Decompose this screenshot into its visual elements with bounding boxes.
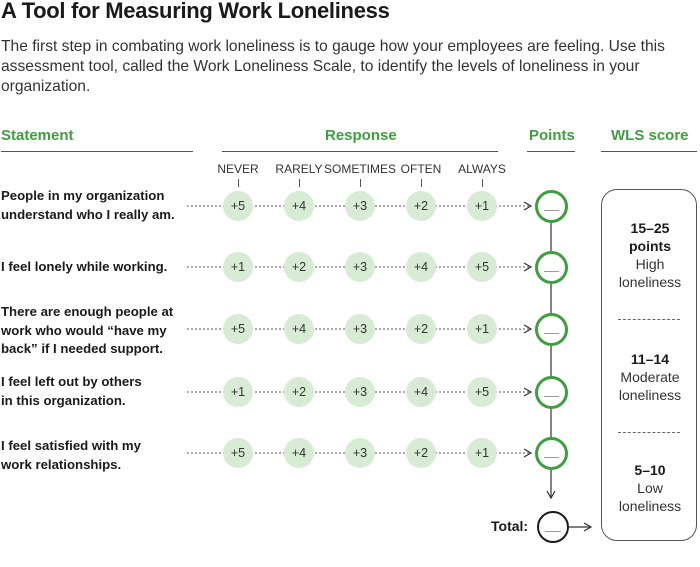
response-label-1: RARELY <box>275 162 323 176</box>
statement-line: There are enough people at <box>1 304 174 319</box>
wls-band-points: 15–25 <box>630 220 670 236</box>
statement-text: I feel left out by others in this organiz… <box>1 373 191 410</box>
points-input-circle[interactable] <box>534 436 568 470</box>
score-option[interactable]: +1 <box>467 314 497 344</box>
score-option[interactable]: +5 <box>467 377 497 407</box>
score-option[interactable]: +2 <box>406 191 436 221</box>
score-option[interactable]: +5 <box>223 191 253 221</box>
score-option[interactable]: +1 <box>467 191 497 221</box>
score-option[interactable]: +2 <box>406 314 436 344</box>
response-label-2: SOMETIMES <box>323 162 396 176</box>
response-tick <box>360 179 361 187</box>
points-input-circle[interactable] <box>534 312 568 346</box>
score-option[interactable]: +3 <box>345 377 375 407</box>
statement-header-rule <box>1 151 193 152</box>
statement-text: I feel satisfied with my work relationshi… <box>1 437 191 474</box>
response-tick <box>482 179 483 187</box>
response-header-rule <box>222 151 498 152</box>
score-option[interactable]: +4 <box>406 252 436 282</box>
statement-line: People in my organization <box>1 188 165 203</box>
wls-band-level: Low <box>637 480 663 496</box>
points-input-circle[interactable] <box>534 250 568 284</box>
score-option[interactable]: +4 <box>406 377 436 407</box>
statement-line: back” if I needed support. <box>1 341 163 356</box>
score-option[interactable]: +4 <box>284 191 314 221</box>
response-label-3: OFTEN <box>400 162 442 176</box>
statement-text: There are enough people at work who would… <box>1 303 191 359</box>
wls-band-level: Moderate <box>620 369 680 385</box>
column-header-statement: Statement <box>1 127 74 144</box>
statement-line: I feel satisfied with my <box>1 438 141 453</box>
total-label: Total: <box>491 518 529 534</box>
statement-text: I feel lonely while working. <box>1 258 191 277</box>
score-option[interactable]: +5 <box>223 438 253 468</box>
points-header-rule <box>527 151 575 152</box>
page-title: A Tool for Measuring Work Loneliness <box>1 0 390 23</box>
wls-band-level: High <box>635 256 665 272</box>
score-option[interactable]: +5 <box>223 314 253 344</box>
wls-band-points: 11–14 <box>630 351 670 367</box>
score-option[interactable]: +3 <box>345 252 375 282</box>
response-tick <box>421 179 422 187</box>
score-option[interactable]: +1 <box>223 252 253 282</box>
wls-band: 5–10 Low loneliness <box>602 461 698 515</box>
statement-line: in this organization. <box>1 392 126 408</box>
wls-band-level: loneliness <box>618 498 682 514</box>
score-option[interactable]: +2 <box>284 252 314 282</box>
score-option[interactable]: +2 <box>406 438 436 468</box>
wls-score-box: 15–25 points High loneliness 11–14 Moderate lo… <box>601 189 697 541</box>
statement-text: People in my organization understand who … <box>1 187 191 224</box>
response-label-0: NEVER <box>217 162 259 176</box>
wls-band-separator <box>618 432 680 433</box>
wls-band-points: points <box>629 238 671 254</box>
score-option[interactable]: +1 <box>223 377 253 407</box>
wls-band-level: loneliness <box>618 387 682 403</box>
score-option[interactable]: +3 <box>345 438 375 468</box>
intro-paragraph: The first step in combating work lonelin… <box>1 38 665 95</box>
statement-line: work who would “have my <box>1 322 167 338</box>
score-option[interactable]: +4 <box>284 438 314 468</box>
score-option[interactable]: +5 <box>467 252 497 282</box>
wls-band-points: 5–10 <box>634 462 666 478</box>
score-option[interactable]: +3 <box>345 191 375 221</box>
points-input-circle[interactable] <box>534 375 568 409</box>
wls-band: 15–25 points High loneliness <box>602 219 698 291</box>
wls-header-rule <box>601 151 697 152</box>
wls-band-level: loneliness <box>618 274 682 290</box>
statement-line: work relationships. <box>1 456 122 472</box>
column-header-response: Response <box>325 127 397 144</box>
wls-band-separator <box>618 319 680 320</box>
response-tick <box>299 179 300 187</box>
total-circle[interactable] <box>537 511 569 543</box>
response-label-4: ALWAYS <box>458 162 506 176</box>
score-option[interactable]: +2 <box>284 377 314 407</box>
response-tick <box>238 179 239 187</box>
points-input-circle[interactable] <box>534 189 568 223</box>
score-option[interactable]: +4 <box>284 314 314 344</box>
statement-line: understand who I really am. <box>1 206 175 222</box>
score-option[interactable]: +3 <box>345 314 375 344</box>
statement-line: I feel left out by others <box>1 374 142 389</box>
wls-band: 11–14 Moderate loneliness <box>602 350 698 404</box>
statement-line: I feel lonely while working. <box>1 259 168 274</box>
column-header-wls-score: WLS score <box>611 127 689 144</box>
column-header-points: Points <box>529 127 575 144</box>
score-option[interactable]: +1 <box>467 438 497 468</box>
